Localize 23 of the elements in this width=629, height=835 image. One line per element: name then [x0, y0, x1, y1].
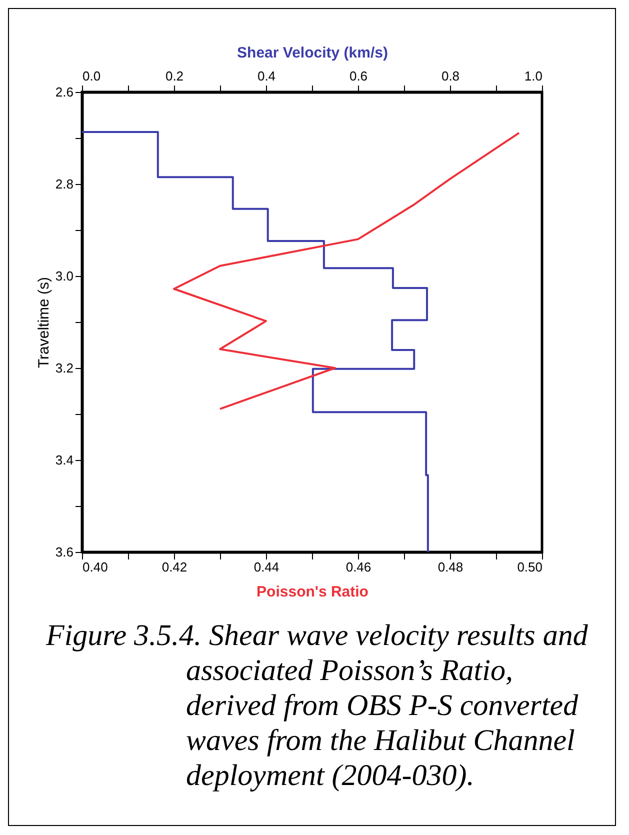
- line-series: [173, 132, 520, 410]
- y-tick-label: 2.6: [55, 84, 74, 100]
- x-axis-title: Poisson's Ratio: [256, 584, 368, 600]
- x-tick-label: 0.50: [517, 560, 542, 574]
- x2-tick-label: 0.2: [165, 68, 184, 84]
- x2-tick-label: 1.0: [524, 68, 542, 84]
- x-tick-label: 0.48: [438, 560, 464, 574]
- y-tick-label: 3.6: [55, 544, 74, 560]
- y-tick-label: 3.0: [55, 268, 74, 284]
- x-tick-label: 0.46: [346, 560, 372, 574]
- x2-tick-label: 0.4: [257, 68, 276, 84]
- x-tick-label: 0.40: [82, 560, 108, 574]
- x2-tick-label: 0.0: [82, 68, 101, 84]
- x2-axis-title: Shear Velocity (km/s): [237, 44, 388, 62]
- y-tick-label: 2.8: [55, 176, 74, 192]
- y-tick-label: 3.2: [55, 360, 74, 376]
- x2-tick-label: 0.8: [441, 68, 460, 84]
- x-tick-label: 0.42: [162, 560, 188, 574]
- x-tick-label: 0.44: [254, 560, 280, 574]
- y-axis-title: Traveltime (s): [35, 276, 52, 368]
- y-tick-label: 3.4: [55, 452, 74, 468]
- caption: Figure 3.5.4. Shear wave velocity results and associated Poisson’s Ratio, derived from OBS P-S converted waves from the Halibut Channel deployment (2004-030).: [46, 618, 589, 793]
- x2-tick-label: 0.6: [349, 68, 368, 84]
